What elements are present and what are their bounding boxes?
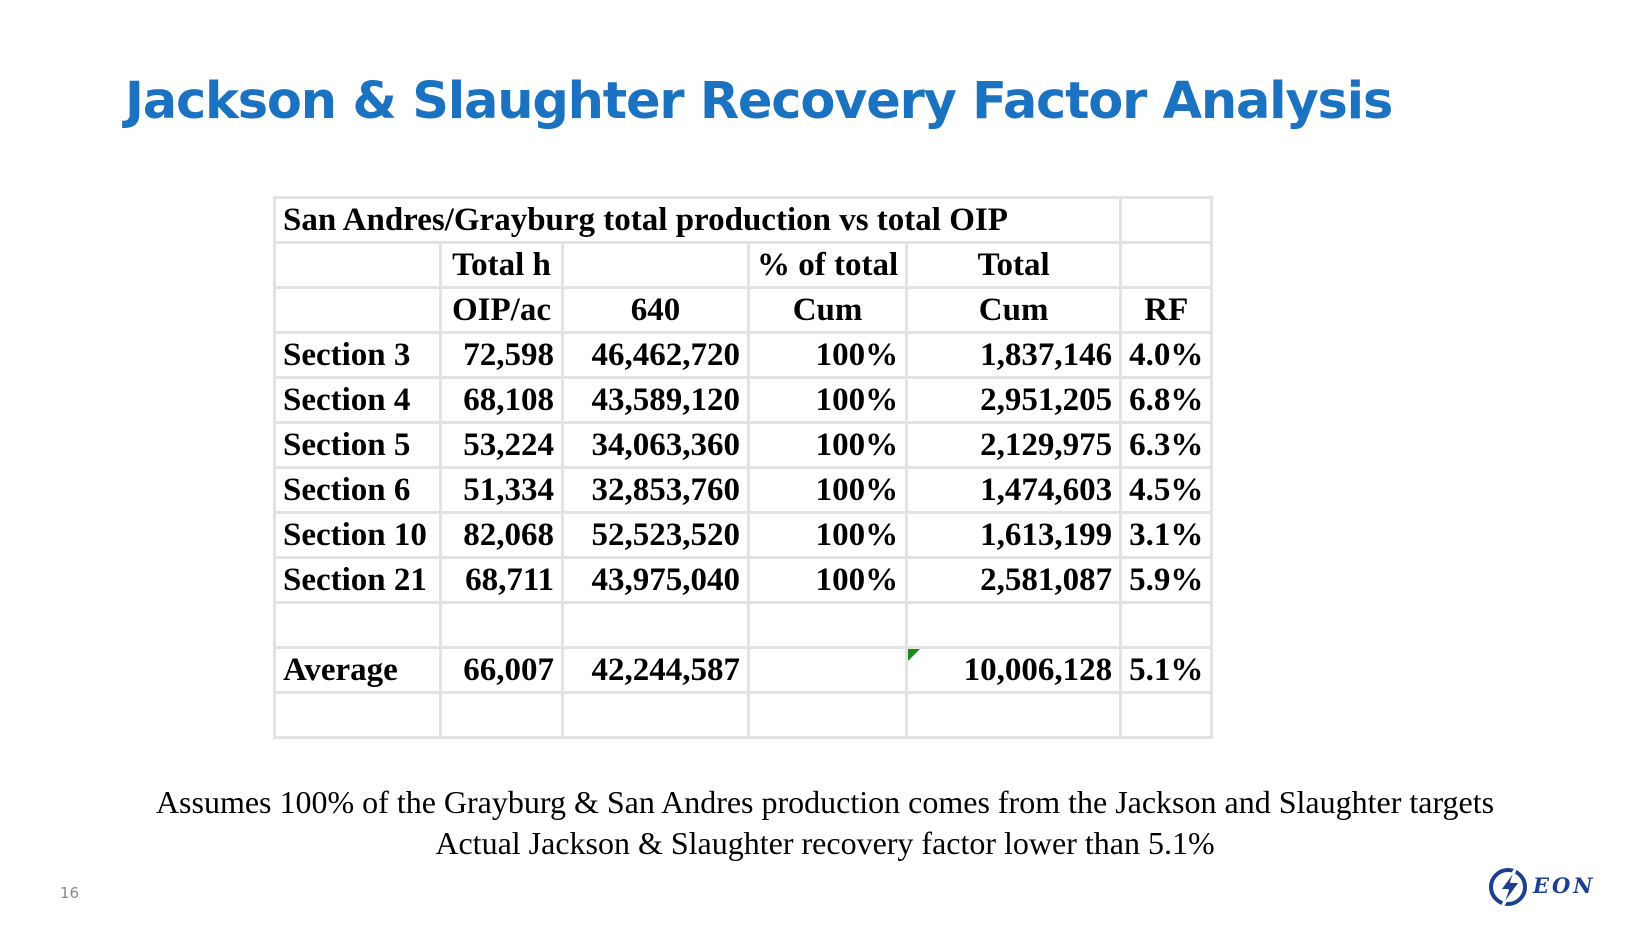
header-cell: 640: [561, 286, 750, 334]
page-number: 16: [60, 884, 80, 902]
table-cell-empty: [439, 691, 564, 739]
oip-per-acre-cell: 53,224: [439, 421, 564, 469]
total-cum-cell: 2,129,975: [905, 421, 1123, 469]
table-cell-empty: [1119, 691, 1214, 739]
table-cell-empty: [746, 601, 909, 649]
assumption-note: Assumes 100% of the Grayburg & San Andre…: [155, 784, 1495, 820]
conclusion-note: Actual Jackson & Slaughter recovery fact…: [435, 825, 1215, 861]
table-cell-empty: [561, 601, 750, 649]
percent-cum-cell: 100%: [746, 421, 909, 469]
table-cell-empty: [1119, 196, 1214, 244]
oip-640-cell: 43,975,040: [561, 556, 750, 604]
average-oip-per-acre-cell: 66,007: [439, 646, 564, 694]
oip-per-acre-cell: 82,068: [439, 511, 564, 559]
rf-cell: 6.8%: [1119, 376, 1214, 424]
table-row: Section 5 53,224 34,063,360 100% 2,129,9…: [273, 421, 1214, 469]
average-total-cum-value: 10,006,128: [963, 652, 1113, 688]
section-name-cell: Section 10: [273, 511, 442, 559]
header-cell: Cum: [905, 286, 1123, 334]
percent-cum-cell: 100%: [746, 511, 909, 559]
slide-title: Jackson & Slaughter Recovery Factor Anal…: [125, 72, 1393, 131]
oip-640-cell: 52,523,520: [561, 511, 750, 559]
table-cell-empty: [746, 691, 909, 739]
header-cell: % of total: [746, 241, 909, 289]
table-cell-empty: [905, 691, 1123, 739]
rf-cell: 6.3%: [1119, 421, 1214, 469]
oip-per-acre-cell: 68,711: [439, 556, 564, 604]
header-cell: [273, 286, 442, 334]
table-row: Section 10 82,068 52,523,520 100% 1,613,…: [273, 511, 1214, 559]
table-cell-empty: [273, 601, 442, 649]
oip-640-cell: 32,853,760: [561, 466, 750, 514]
error-indicator-icon: [908, 649, 921, 661]
table-cell-empty: [905, 601, 1123, 649]
table-row: Section 4 68,108 43,589,120 100% 2,951,2…: [273, 376, 1214, 424]
recovery-factor-table-container: San Andres/Grayburg total production vs …: [272, 196, 1214, 739]
header-cell: [273, 241, 442, 289]
average-oip-640-cell: 42,244,587: [561, 646, 750, 694]
rf-cell: 4.5%: [1119, 466, 1214, 514]
total-cum-cell: 2,581,087: [905, 556, 1123, 604]
total-cum-cell: 1,837,146: [905, 331, 1123, 379]
oip-640-cell: 43,589,120: [561, 376, 750, 424]
section-name-cell: Section 5: [273, 421, 442, 469]
percent-cum-cell: 100%: [746, 376, 909, 424]
section-name-cell: Section 21: [273, 556, 442, 604]
average-percent-cum-cell: [746, 646, 909, 694]
header-cell: RF: [1119, 286, 1214, 334]
table-empty-row: [273, 691, 1214, 739]
section-name-cell: Section 4: [273, 376, 442, 424]
percent-cum-cell: 100%: [746, 556, 909, 604]
table-empty-row: [273, 601, 1214, 649]
table-row: Section 21 68,711 43,975,040 100% 2,581,…: [273, 556, 1214, 604]
table-row: Section 6 51,334 32,853,760 100% 1,474,6…: [273, 466, 1214, 514]
table-cell-empty: [273, 691, 442, 739]
logo-text: EON: [1533, 873, 1596, 898]
table-header-row-2: OIP/ac 640 Cum Cum RF: [273, 286, 1214, 334]
header-cell: [1119, 241, 1214, 289]
total-cum-cell: 1,474,603: [905, 466, 1123, 514]
rf-cell: 3.1%: [1119, 511, 1214, 559]
total-cum-cell: 1,613,199: [905, 511, 1123, 559]
section-name-cell: Section 3: [273, 331, 442, 379]
average-total-cum-cell: 10,006,128: [905, 646, 1123, 694]
table-row: Section 3 72,598 46,462,720 100% 1,837,1…: [273, 331, 1214, 379]
oip-per-acre-cell: 51,334: [439, 466, 564, 514]
table-cell-empty: [1119, 601, 1214, 649]
table-caption-row: San Andres/Grayburg total production vs …: [272, 196, 1214, 244]
oip-640-cell: 34,063,360: [561, 421, 750, 469]
table-header-row-1: Total h % of total Total: [273, 241, 1214, 289]
total-cum-cell: 2,951,205: [905, 376, 1123, 424]
section-name-cell: Section 6: [273, 466, 442, 514]
table-caption: San Andres/Grayburg total production vs …: [272, 196, 1123, 244]
header-cell: OIP/ac: [439, 286, 564, 334]
eon-logo: EON: [1486, 864, 1606, 912]
oip-per-acre-cell: 68,108: [439, 376, 564, 424]
header-cell: Total: [905, 241, 1123, 289]
rf-cell: 5.9%: [1119, 556, 1214, 604]
header-cell: Cum: [746, 286, 909, 334]
table-cell-empty: [439, 601, 564, 649]
table-cell-empty: [561, 691, 750, 739]
oip-640-cell: 46,462,720: [561, 331, 750, 379]
oip-per-acre-cell: 72,598: [439, 331, 564, 379]
rf-cell: 4.0%: [1119, 331, 1214, 379]
average-rf-cell: 5.1%: [1119, 646, 1214, 694]
percent-cum-cell: 100%: [746, 466, 909, 514]
table-average-row: Average 66,007 42,244,587 10,006,128 5.1…: [273, 646, 1214, 694]
recovery-factor-table: San Andres/Grayburg total production vs …: [272, 196, 1214, 739]
header-cell: Total h: [439, 241, 564, 289]
percent-cum-cell: 100%: [746, 331, 909, 379]
header-cell: [561, 241, 750, 289]
average-label-cell: Average: [273, 646, 442, 694]
lightning-bolt-icon: [1489, 867, 1527, 908]
